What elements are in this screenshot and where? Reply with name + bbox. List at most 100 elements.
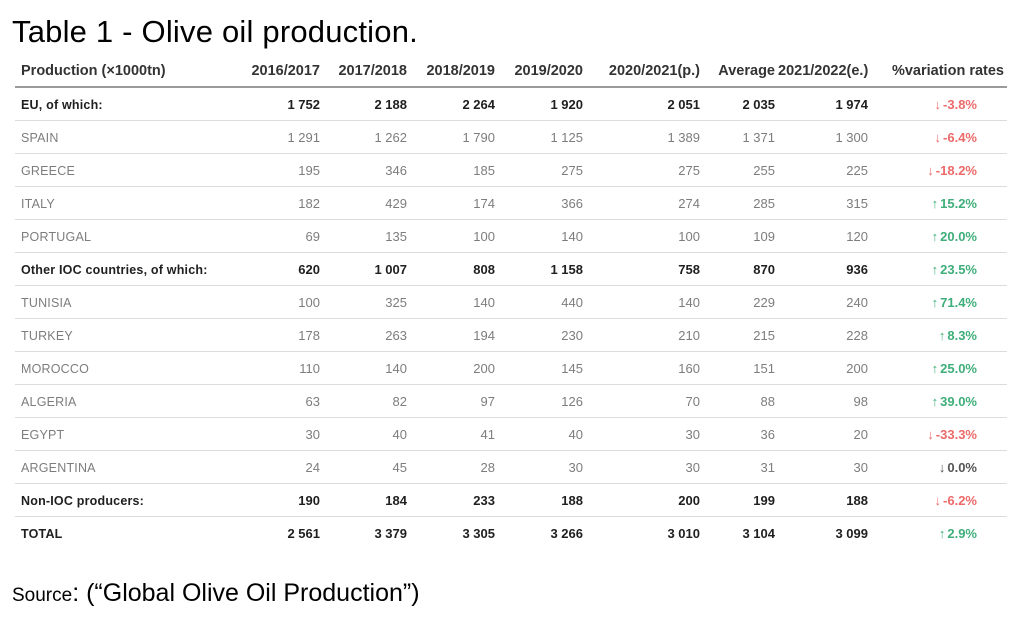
- down-arrow-icon: ↓: [927, 427, 934, 442]
- value-cell: 174: [410, 186, 498, 220]
- value-cell: 315: [778, 186, 871, 220]
- variation-value: 39.0%: [940, 394, 977, 409]
- value-cell: 1 974: [778, 87, 871, 121]
- row-label: EGYPT: [15, 417, 230, 451]
- variation-cell: ↑ 71.4%: [871, 285, 1007, 319]
- column-header: 2017/2018: [323, 60, 410, 88]
- value-cell: 151: [703, 351, 778, 385]
- row-label: PORTUGAL: [15, 219, 230, 253]
- value-cell: 100: [586, 219, 703, 253]
- value-cell: 1 007: [323, 252, 410, 286]
- value-cell: 40: [498, 417, 586, 451]
- value-cell: 190: [230, 483, 323, 517]
- value-cell: 30: [586, 450, 703, 484]
- variation-cell: ↑ 2.9%: [871, 517, 1007, 550]
- variation-value: 25.0%: [940, 361, 977, 376]
- column-header: 2019/2020: [498, 60, 586, 88]
- document-page: Table 1 - Olive oil production. Producti…: [12, 14, 1007, 607]
- value-cell: 2 051: [586, 87, 703, 121]
- value-cell: 870: [703, 252, 778, 286]
- value-cell: 1 158: [498, 252, 586, 286]
- value-cell: 440: [498, 285, 586, 319]
- value-cell: 126: [498, 384, 586, 418]
- value-cell: 1 300: [778, 120, 871, 154]
- variation-cell: ↑ 39.0%: [871, 384, 1007, 418]
- table-row: ITALY 182 429 174 366 274 285 315 ↑ 15.2%: [15, 186, 1007, 220]
- value-cell: 429: [323, 186, 410, 220]
- olive-oil-production-table: Production (×1000tn) 2016/2017 2017/2018 20…: [15, 60, 1007, 549]
- value-cell: 200: [586, 483, 703, 517]
- value-cell: 24: [230, 450, 323, 484]
- variation-value: -3.8%: [943, 97, 977, 112]
- table-row: MOROCCO 110 140 200 145 160 151 200 ↑ 25.0%: [15, 351, 1007, 385]
- up-arrow-icon: ↑: [931, 229, 939, 244]
- variation-value: -18.2%: [935, 163, 977, 178]
- value-cell: 140: [410, 285, 498, 319]
- value-cell: 275: [586, 153, 703, 187]
- up-arrow-icon: ↑: [931, 361, 939, 376]
- variation-value: 8.3%: [947, 328, 977, 343]
- up-arrow-icon: ↑: [931, 295, 939, 310]
- value-cell: 1 291: [230, 120, 323, 154]
- row-label: SPAIN: [15, 120, 230, 154]
- variation-cell: ↑ 25.0%: [871, 351, 1007, 385]
- value-cell: 1 920: [498, 87, 586, 121]
- table-row: ALGERIA 63 82 97 126 70 88 98 ↑ 39.0%: [15, 384, 1007, 418]
- value-cell: 1 125: [498, 120, 586, 154]
- variation-cell: ↓ -18.2%: [871, 153, 1007, 187]
- value-cell: 2 264: [410, 87, 498, 121]
- down-arrow-icon: ↓: [934, 130, 942, 145]
- value-cell: 109: [703, 219, 778, 253]
- value-cell: 1 389: [586, 120, 703, 154]
- table-row: TURKEY 178 263 194 230 210 215 228 ↑ 8.3%: [15, 318, 1007, 352]
- value-cell: 182: [230, 186, 323, 220]
- source-label: Source: [12, 585, 73, 606]
- value-cell: 120: [778, 219, 871, 253]
- table-row: PORTUGAL 69 135 100 140 100 109 120 ↑ 20.0%: [15, 219, 1007, 253]
- variation-value: -6.2%: [943, 493, 977, 508]
- value-cell: 30: [586, 417, 703, 451]
- header-row: Production (×1000tn) 2016/2017 2017/2018 20…: [15, 60, 1007, 88]
- row-label: TUNISIA: [15, 285, 230, 319]
- value-cell: 30: [778, 450, 871, 484]
- variation-value: 23.5%: [940, 262, 977, 277]
- column-header: 2021/2022(e.): [778, 60, 871, 88]
- value-cell: 178: [230, 318, 323, 352]
- value-cell: 195: [230, 153, 323, 187]
- value-cell: 31: [703, 450, 778, 484]
- table-row: Other IOC countries, of which: 620 1 007 80…: [15, 252, 1007, 286]
- variation-value: -33.3%: [935, 427, 977, 442]
- variation-cell: ↓ -6.2%: [871, 483, 1007, 517]
- value-cell: 20: [778, 417, 871, 451]
- variation-value: 15.2%: [940, 196, 977, 211]
- value-cell: 233: [410, 483, 498, 517]
- variation-cell: ↑ 20.0%: [871, 219, 1007, 253]
- value-cell: 210: [586, 318, 703, 352]
- value-cell: 40: [323, 417, 410, 451]
- value-cell: 110: [230, 351, 323, 385]
- value-cell: 240: [778, 285, 871, 319]
- value-cell: 1 371: [703, 120, 778, 154]
- value-cell: 194: [410, 318, 498, 352]
- value-cell: 100: [410, 219, 498, 253]
- value-cell: 620: [230, 252, 323, 286]
- value-cell: 188: [778, 483, 871, 517]
- table-body: EU, of which: 1 752 2 188 2 264 1 920 2 051 2 …: [15, 87, 1007, 549]
- up-arrow-icon: ↑: [938, 526, 946, 541]
- variation-value: 71.4%: [940, 295, 977, 310]
- value-cell: 1 262: [323, 120, 410, 154]
- value-cell: 325: [323, 285, 410, 319]
- table-row: ARGENTINA 24 45 28 30 30 31 30 ↓ 0.0%: [15, 450, 1007, 484]
- column-header: 2018/2019: [410, 60, 498, 88]
- value-cell: 30: [498, 450, 586, 484]
- row-label: MOROCCO: [15, 351, 230, 385]
- value-cell: 70: [586, 384, 703, 418]
- variation-cell: ↓ -33.3%: [871, 417, 1007, 451]
- value-cell: 145: [498, 351, 586, 385]
- row-label: ALGERIA: [15, 384, 230, 418]
- value-cell: 255: [703, 153, 778, 187]
- row-label: Other IOC countries, of which:: [15, 252, 230, 286]
- row-label: EU, of which:: [15, 87, 230, 121]
- value-cell: 100: [230, 285, 323, 319]
- row-label: TURKEY: [15, 318, 230, 352]
